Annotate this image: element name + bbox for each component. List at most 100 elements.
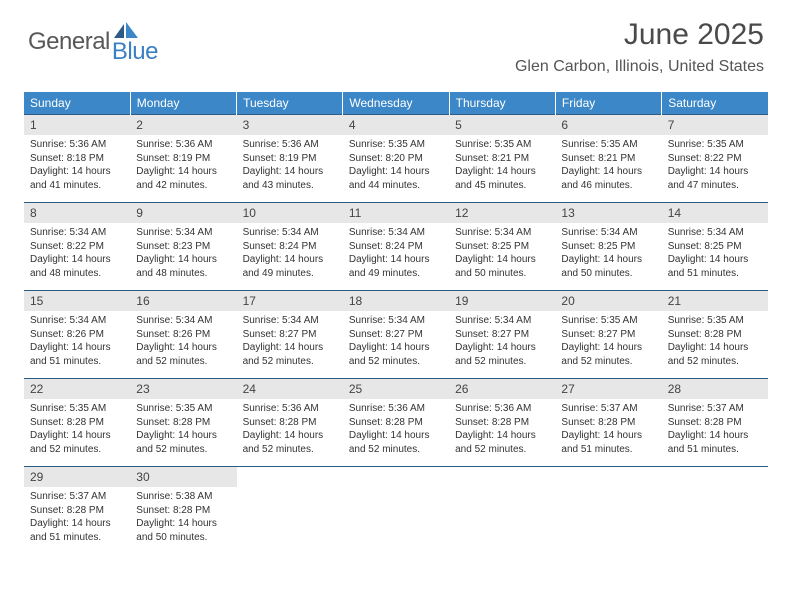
day-number: 4 [343, 115, 449, 135]
day-number: 17 [237, 291, 343, 311]
day-number: 6 [555, 115, 661, 135]
day-number: 14 [662, 203, 768, 223]
day-data: Sunrise: 5:37 AMSunset: 8:28 PMDaylight:… [555, 399, 661, 466]
day-data: Sunrise: 5:35 AMSunset: 8:28 PMDaylight:… [662, 311, 768, 378]
day-data: Sunrise: 5:35 AMSunset: 8:20 PMDaylight:… [343, 135, 449, 202]
day-cell: 26Sunrise: 5:36 AMSunset: 8:28 PMDayligh… [449, 379, 555, 467]
day-number: 7 [662, 115, 768, 135]
week-row: 1Sunrise: 5:36 AMSunset: 8:18 PMDaylight… [24, 115, 768, 203]
day-data: Sunrise: 5:36 AMSunset: 8:28 PMDaylight:… [449, 399, 555, 466]
day-data: Sunrise: 5:36 AMSunset: 8:18 PMDaylight:… [24, 135, 130, 202]
day-number: 23 [130, 379, 236, 399]
day-data: Sunrise: 5:34 AMSunset: 8:27 PMDaylight:… [449, 311, 555, 378]
brand-col2: Blue [112, 18, 158, 66]
day-data: Sunrise: 5:34 AMSunset: 8:22 PMDaylight:… [24, 223, 130, 290]
dow-monday: Monday [130, 92, 236, 115]
day-cell: 4Sunrise: 5:35 AMSunset: 8:20 PMDaylight… [343, 115, 449, 203]
week-row: 29Sunrise: 5:37 AMSunset: 8:28 PMDayligh… [24, 467, 768, 555]
day-cell: 6Sunrise: 5:35 AMSunset: 8:21 PMDaylight… [555, 115, 661, 203]
day-number: 18 [343, 291, 449, 311]
day-number: 16 [130, 291, 236, 311]
day-cell: 30Sunrise: 5:38 AMSunset: 8:28 PMDayligh… [130, 467, 236, 555]
day-number: 29 [24, 467, 130, 487]
day-data: Sunrise: 5:36 AMSunset: 8:28 PMDaylight:… [343, 399, 449, 466]
day-data: Sunrise: 5:36 AMSunset: 8:28 PMDaylight:… [237, 399, 343, 466]
day-cell: 20Sunrise: 5:35 AMSunset: 8:27 PMDayligh… [555, 291, 661, 379]
day-number: 26 [449, 379, 555, 399]
day-cell: 13Sunrise: 5:34 AMSunset: 8:25 PMDayligh… [555, 203, 661, 291]
day-number: 22 [24, 379, 130, 399]
day-cell: 9Sunrise: 5:34 AMSunset: 8:23 PMDaylight… [130, 203, 236, 291]
day-cell: 16Sunrise: 5:34 AMSunset: 8:26 PMDayligh… [130, 291, 236, 379]
day-cell: 21Sunrise: 5:35 AMSunset: 8:28 PMDayligh… [662, 291, 768, 379]
day-cell: 3Sunrise: 5:36 AMSunset: 8:19 PMDaylight… [237, 115, 343, 203]
day-data: Sunrise: 5:34 AMSunset: 8:27 PMDaylight:… [237, 311, 343, 378]
day-cell: 25Sunrise: 5:36 AMSunset: 8:28 PMDayligh… [343, 379, 449, 467]
title-block: June 2025 Glen Carbon, Illinois, United … [515, 18, 764, 76]
dow-sunday: Sunday [24, 92, 130, 115]
day-data: Sunrise: 5:37 AMSunset: 8:28 PMDaylight:… [24, 487, 130, 554]
day-number: 12 [449, 203, 555, 223]
day-number: 28 [662, 379, 768, 399]
week-row: 22Sunrise: 5:35 AMSunset: 8:28 PMDayligh… [24, 379, 768, 467]
day-number: 5 [449, 115, 555, 135]
day-number: 9 [130, 203, 236, 223]
day-cell: 17Sunrise: 5:34 AMSunset: 8:27 PMDayligh… [237, 291, 343, 379]
day-cell: 5Sunrise: 5:35 AMSunset: 8:21 PMDaylight… [449, 115, 555, 203]
calendar-body: 1Sunrise: 5:36 AMSunset: 8:18 PMDaylight… [24, 115, 768, 555]
day-number: 24 [237, 379, 343, 399]
day-data: Sunrise: 5:35 AMSunset: 8:22 PMDaylight:… [662, 135, 768, 202]
day-cell: 11Sunrise: 5:34 AMSunset: 8:24 PMDayligh… [343, 203, 449, 291]
day-data: Sunrise: 5:34 AMSunset: 8:26 PMDaylight:… [130, 311, 236, 378]
day-data: Sunrise: 5:35 AMSunset: 8:21 PMDaylight:… [555, 135, 661, 202]
day-cell: 22Sunrise: 5:35 AMSunset: 8:28 PMDayligh… [24, 379, 130, 467]
day-data: Sunrise: 5:34 AMSunset: 8:27 PMDaylight:… [343, 311, 449, 378]
calendar-table: Sunday Monday Tuesday Wednesday Thursday… [24, 92, 768, 554]
sail-icon [114, 22, 138, 38]
day-data: Sunrise: 5:35 AMSunset: 8:28 PMDaylight:… [24, 399, 130, 466]
day-cell: 29Sunrise: 5:37 AMSunset: 8:28 PMDayligh… [24, 467, 130, 555]
week-row: 15Sunrise: 5:34 AMSunset: 8:26 PMDayligh… [24, 291, 768, 379]
day-cell: 19Sunrise: 5:34 AMSunset: 8:27 PMDayligh… [449, 291, 555, 379]
dow-thursday: Thursday [449, 92, 555, 115]
day-data: Sunrise: 5:35 AMSunset: 8:28 PMDaylight:… [130, 399, 236, 466]
dow-saturday: Saturday [662, 92, 768, 115]
day-data: Sunrise: 5:38 AMSunset: 8:28 PMDaylight:… [130, 487, 236, 554]
week-row: 8Sunrise: 5:34 AMSunset: 8:22 PMDaylight… [24, 203, 768, 291]
day-data: Sunrise: 5:34 AMSunset: 8:24 PMDaylight:… [343, 223, 449, 290]
day-cell-empty [237, 467, 343, 555]
day-of-week-row: Sunday Monday Tuesday Wednesday Thursday… [24, 92, 768, 115]
brand-part1: General [28, 28, 110, 56]
day-data: Sunrise: 5:35 AMSunset: 8:21 PMDaylight:… [449, 135, 555, 202]
day-cell: 12Sunrise: 5:34 AMSunset: 8:25 PMDayligh… [449, 203, 555, 291]
day-data: Sunrise: 5:34 AMSunset: 8:25 PMDaylight:… [555, 223, 661, 290]
dow-friday: Friday [555, 92, 661, 115]
day-number: 3 [237, 115, 343, 135]
day-number: 25 [343, 379, 449, 399]
day-number: 30 [130, 467, 236, 487]
day-number: 13 [555, 203, 661, 223]
day-cell: 28Sunrise: 5:37 AMSunset: 8:28 PMDayligh… [662, 379, 768, 467]
day-cell: 7Sunrise: 5:35 AMSunset: 8:22 PMDaylight… [662, 115, 768, 203]
day-data: Sunrise: 5:34 AMSunset: 8:24 PMDaylight:… [237, 223, 343, 290]
day-number: 21 [662, 291, 768, 311]
day-cell: 14Sunrise: 5:34 AMSunset: 8:25 PMDayligh… [662, 203, 768, 291]
day-number: 20 [555, 291, 661, 311]
day-cell-empty [662, 467, 768, 555]
dow-tuesday: Tuesday [237, 92, 343, 115]
day-data: Sunrise: 5:34 AMSunset: 8:25 PMDaylight:… [662, 223, 768, 290]
dow-wednesday: Wednesday [343, 92, 449, 115]
day-number: 10 [237, 203, 343, 223]
day-number: 19 [449, 291, 555, 311]
day-cell: 15Sunrise: 5:34 AMSunset: 8:26 PMDayligh… [24, 291, 130, 379]
day-data: Sunrise: 5:37 AMSunset: 8:28 PMDaylight:… [662, 399, 768, 466]
day-cell: 27Sunrise: 5:37 AMSunset: 8:28 PMDayligh… [555, 379, 661, 467]
day-cell: 2Sunrise: 5:36 AMSunset: 8:19 PMDaylight… [130, 115, 236, 203]
day-cell: 24Sunrise: 5:36 AMSunset: 8:28 PMDayligh… [237, 379, 343, 467]
day-number: 15 [24, 291, 130, 311]
location-text: Glen Carbon, Illinois, United States [515, 58, 764, 76]
brand-part2: Blue [112, 38, 158, 66]
day-number: 8 [24, 203, 130, 223]
day-data: Sunrise: 5:34 AMSunset: 8:25 PMDaylight:… [449, 223, 555, 290]
day-number: 27 [555, 379, 661, 399]
